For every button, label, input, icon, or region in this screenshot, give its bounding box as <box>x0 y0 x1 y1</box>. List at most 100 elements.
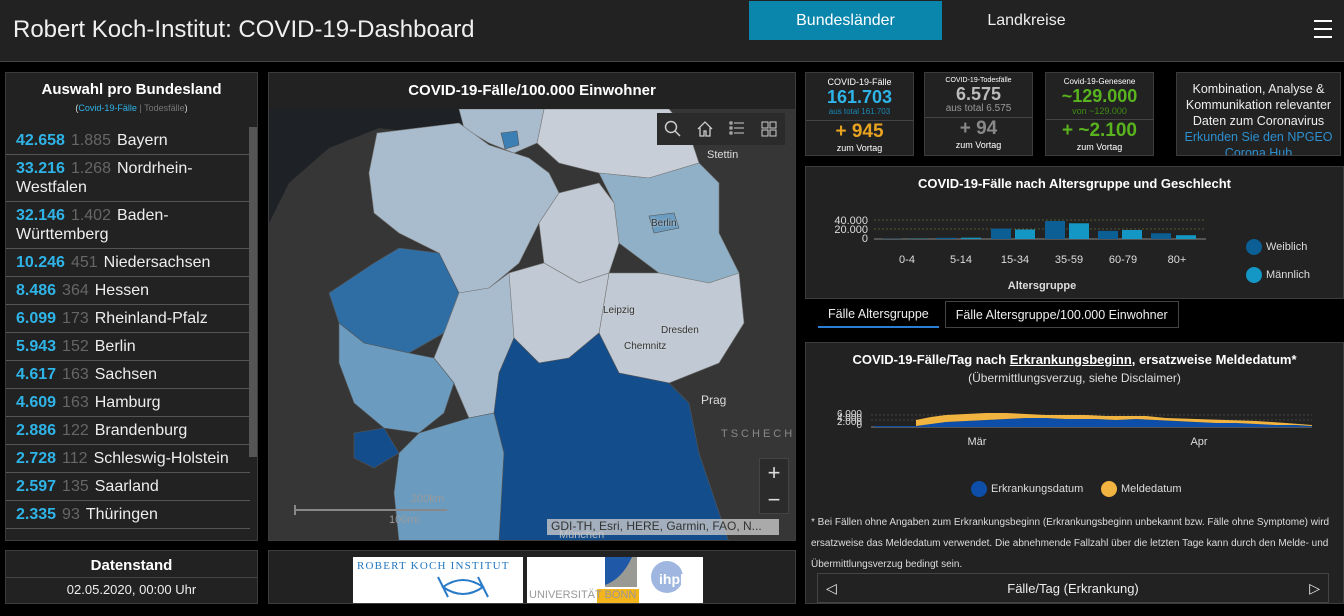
list-item[interactable]: 33.216 1.268 Nordrhein-Westfalen <box>6 155 250 202</box>
rki-logo[interactable]: ROBERT KOCH INSTITUT <box>353 557 523 603</box>
legend-dot-icon <box>1246 267 1262 283</box>
zoom-control: + − <box>759 458 789 514</box>
search-icon[interactable] <box>662 118 684 140</box>
legend-maennlich[interactable]: Männlich <box>1246 267 1310 283</box>
state-list: 42.658 1.885 Bayern 33.216 1.268 Nordrhein-W… <box>6 127 250 529</box>
svg-text:60-79: 60-79 <box>1109 254 1137 266</box>
basemap-gallery-icon[interactable] <box>758 118 780 140</box>
info-card: Kombination, Analyse & Kommunikation rel… <box>1176 72 1341 156</box>
map-label-stettin: Stettin <box>707 149 739 161</box>
map-panel: COVID-19-Fälle/100.000 Einwohner <box>268 72 796 541</box>
list-item[interactable]: 2.886 122 Brandenburg <box>6 417 250 445</box>
zoom-out-button[interactable]: − <box>767 486 781 512</box>
svg-text:0: 0 <box>862 233 868 245</box>
case-count: 2.597 <box>16 478 57 495</box>
death-count: 112 <box>62 450 88 467</box>
list-item[interactable]: 5.943 152 Berlin <box>6 333 250 361</box>
stat-card-cases: COVID-19-Fälle 161.703 aus total 161.703… <box>805 72 914 156</box>
stat-delta: + ~2.100 <box>1061 120 1138 141</box>
chevron-left-icon[interactable]: ◁ <box>826 579 837 596</box>
tab-faelle-altersgruppe[interactable]: Fälle Altersgruppe <box>818 301 939 328</box>
death-count: 1.402 <box>70 207 111 224</box>
case-count: 33.216 <box>16 160 65 177</box>
list-item[interactable]: 4.609 163 Hamburg <box>6 389 250 417</box>
stat-value: ~129.000 <box>1061 86 1138 106</box>
state-name: Sachsen <box>94 366 158 383</box>
death-count: 163 <box>62 366 89 383</box>
erkrankungsbeginn-link[interactable]: Erkrankungsbeginn <box>1009 352 1132 367</box>
svg-text:40.000: 40.000 <box>834 215 868 227</box>
stat-total: aus total 161.703 <box>828 107 891 116</box>
map-toolbar <box>657 113 785 145</box>
list-scrollbar[interactable] <box>249 127 257 457</box>
uni-bonn-emblem-icon <box>597 557 683 603</box>
case-count: 2.886 <box>16 422 57 439</box>
legend-meldedatum[interactable]: Meldedatum <box>1101 481 1182 497</box>
stat-value: 6.575 <box>955 84 1002 104</box>
list-item[interactable]: 2.335 93 Thüringen <box>6 501 250 529</box>
list-item[interactable]: 10.246 451 Niedersachsen <box>6 249 250 277</box>
case-count: 5.943 <box>16 338 57 355</box>
tab-bundeslaender[interactable]: Bundesländer <box>749 1 942 40</box>
age-chart-tabs: Fälle Altersgruppe Fälle Altersgruppe/10… <box>818 301 1179 328</box>
state-name: Berlin <box>94 338 136 355</box>
state-name: Hamburg <box>94 394 161 411</box>
stat-card-recovered: Covid-19-Genesene ~129.000 von ~129.000 … <box>1045 72 1154 156</box>
legend-dot-icon <box>1246 239 1262 255</box>
tab-landkreise[interactable]: Landkreise <box>987 11 1066 29</box>
death-count: 1.885 <box>70 132 111 149</box>
svg-text:Altersgruppe: Altersgruppe <box>1008 280 1076 292</box>
death-count: 451 <box>70 254 98 271</box>
case-count: 10.246 <box>16 254 65 271</box>
npgeo-hub-link[interactable]: Erkunden Sie den NPGEO Corona Hub <box>1184 130 1333 156</box>
list-item[interactable]: 6.099 173 Rheinland-Pfalz <box>6 305 250 333</box>
home-icon[interactable] <box>694 118 716 140</box>
case-count: 6.099 <box>16 310 57 327</box>
map-label-leipzig: Leipzig <box>603 305 635 316</box>
list-item[interactable]: 2.728 112 Schleswig-Holstein <box>6 445 250 473</box>
map-attribution[interactable]: GDI-TH, Esri, HERE, Garmin, FAO, N... <box>547 519 779 535</box>
legend-label: Männlich <box>1266 269 1311 281</box>
age-bar-chart[interactable]: 40.000 20.000 0 0-4 5-14 15-34 35-59 60-79 8… <box>806 207 1226 307</box>
rki-fish-icon <box>437 576 489 598</box>
legend-dot-icon <box>1101 481 1117 497</box>
list-item[interactable]: 42.658 1.885 Bayern <box>6 127 250 155</box>
legend-label: Weiblich <box>1266 241 1308 253</box>
daily-chart-title: COVID-19-Fälle/Tag nach Erkrankungsbegin… <box>806 352 1343 367</box>
tab-faelle-altersgruppe-100k[interactable]: Fälle Altersgruppe/100.000 Einwohner <box>944 301 1179 328</box>
stat-delta-label: zum Vortag <box>1076 142 1123 152</box>
state-name: Baden-Württemberg <box>16 207 169 243</box>
case-count: 8.486 <box>16 282 57 299</box>
legend-dot-icon <box>971 481 987 497</box>
list-item[interactable]: 8.486 364 Hessen <box>6 277 250 305</box>
svg-text:80+: 80+ <box>1168 254 1187 266</box>
stat-delta: + 945 <box>835 121 884 142</box>
hamburger-menu-icon[interactable] <box>1314 20 1332 38</box>
state-name: Brandenburg <box>94 422 188 439</box>
uni-bonn-logo[interactable]: UNIVERSITÄT BONN ihph <box>527 557 703 603</box>
deaths-filter-link[interactable]: Todesfälle <box>144 103 185 113</box>
state-name: Hessen <box>94 282 149 299</box>
state-name: Saarland <box>94 478 159 495</box>
chevron-right-icon[interactable]: ▷ <box>1309 579 1320 596</box>
zoom-in-button[interactable]: + <box>767 459 781 485</box>
state-list-subtitle: (Covid-19-Fälle | Todesfälle) <box>6 103 257 113</box>
map-title: COVID-19-Fälle/100.000 Einwohner <box>269 73 795 109</box>
svg-text:0-4: 0-4 <box>899 254 915 266</box>
death-count: 93 <box>62 506 80 523</box>
legend-erkrankungsdatum[interactable]: Erkrankungsdatum <box>971 481 1083 497</box>
ihph-text: ihph <box>659 571 689 587</box>
choropleth-map[interactable] <box>269 73 796 541</box>
list-item[interactable]: 2.597 135 Saarland <box>6 473 250 501</box>
case-count: 42.658 <box>16 132 65 149</box>
legend-list-icon[interactable] <box>726 118 748 140</box>
list-item[interactable]: 32.146 1.402 Baden-Württemberg <box>6 202 250 249</box>
death-count: 1.268 <box>70 160 111 177</box>
case-count: 32.146 <box>16 207 65 224</box>
list-item[interactable]: 4.617 163 Sachsen <box>6 361 250 389</box>
cases-filter-link[interactable]: Covid-19-Fälle <box>78 103 137 113</box>
stat-total: aus total 6.575 <box>945 103 1012 114</box>
legend-weiblich[interactable]: Weiblich <box>1246 239 1307 255</box>
svg-text:15-34: 15-34 <box>1001 254 1029 266</box>
